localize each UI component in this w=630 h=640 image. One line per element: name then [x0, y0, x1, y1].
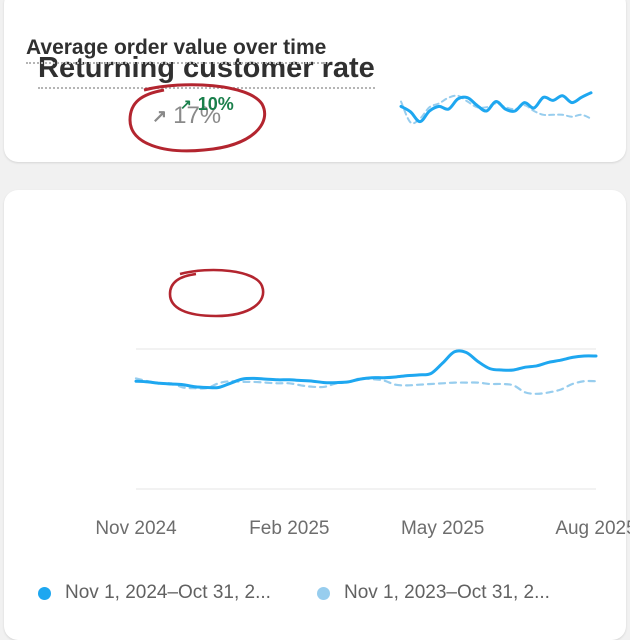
average-order-value-title[interactable]: Average order value over time	[26, 36, 327, 64]
sparkline-previous-series	[400, 94, 592, 125]
arrow-up-right-icon: ↗	[180, 96, 192, 112]
sparkline-current-series	[399, 91, 593, 124]
chart-legend: Nov 1, 2024–Oct 31, 2... Nov 1, 2023–Oct…	[38, 582, 550, 604]
average-order-value-change-badge: ↗ 10%	[180, 94, 234, 115]
legend-label-current: Nov 1, 2024–Oct 31, 2...	[65, 582, 271, 603]
returning-customer-sparkline	[399, 91, 593, 125]
legend-label-previous: Nov 1, 2023–Oct 31, 2...	[343, 582, 550, 603]
x-tick-label: Nov 2024	[95, 518, 177, 539]
legend-item-previous[interactable]: Nov 1, 2023–Oct 31, 2...	[316, 582, 550, 604]
legend-item-current[interactable]: Nov 1, 2024–Oct 31, 2...	[38, 582, 271, 604]
returning-customer-card	[4, 0, 626, 162]
average-order-value-change-value: 10%	[197, 94, 234, 114]
legend-dot-previous	[316, 586, 330, 600]
x-tick-label: Feb 2025	[249, 518, 329, 539]
average-order-value-card	[4, 190, 626, 640]
legend-dot-current	[38, 586, 51, 600]
x-tick-label: May 2025	[401, 518, 484, 539]
x-tick-label: Aug 2025	[555, 518, 630, 539]
series-current-period-line	[134, 349, 598, 390]
